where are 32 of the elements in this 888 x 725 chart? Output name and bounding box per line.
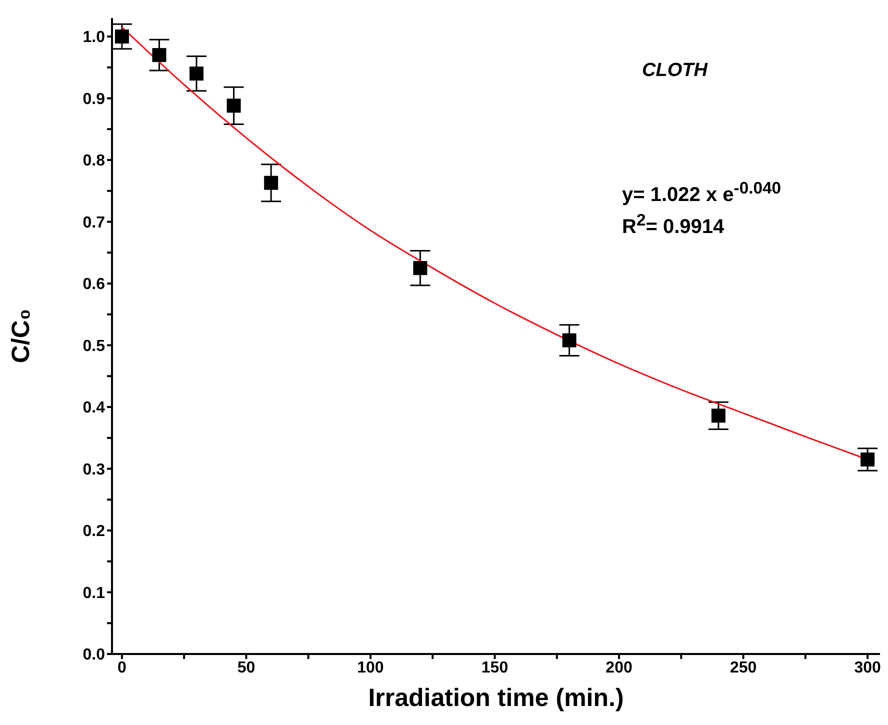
point <box>860 452 875 466</box>
point <box>190 66 204 81</box>
x-tick-label: 100 <box>357 659 384 676</box>
point <box>413 261 428 276</box>
y-tick-label: 0.7 <box>82 214 106 232</box>
annotation: R$^{2}$= 0.9914 <box>622 210 724 238</box>
point <box>226 98 241 113</box>
annotation: y= 1.022 x e$^{-0.040}$ <box>622 178 782 206</box>
point <box>114 30 129 44</box>
x-tick-label: 0 <box>117 659 126 676</box>
point <box>264 176 278 190</box>
y-tick-label: 0.6 <box>82 276 106 294</box>
y-tick-label: 0.3 <box>82 461 106 478</box>
x-tick-label: 150 <box>481 659 508 676</box>
y-axis-title: C/C₀ <box>6 308 35 364</box>
x-axis-title: Irradiation time (min.) <box>368 684 624 712</box>
point <box>711 408 726 423</box>
x-tick-label: 300 <box>854 659 882 676</box>
y-tick-label: 0.8 <box>82 152 106 170</box>
x-tick-label: 200 <box>606 659 632 676</box>
x-tick-label: 50 <box>237 659 256 676</box>
y-tick-label: 0.1 <box>82 584 106 602</box>
x-tick-label: 250 <box>730 659 757 676</box>
y-tick-label: 0.9 <box>82 90 106 108</box>
y-tick-label: 0.2 <box>82 523 106 540</box>
y-tick-label: 0.4 <box>82 400 106 417</box>
y-tick-label: 0.5 <box>82 338 106 355</box>
point <box>152 48 166 62</box>
y-tick-label: 1.0 <box>82 29 106 46</box>
text: 0.0 <box>82 646 105 664</box>
annotation: CLOTH <box>642 60 708 81</box>
point <box>562 333 576 348</box>
